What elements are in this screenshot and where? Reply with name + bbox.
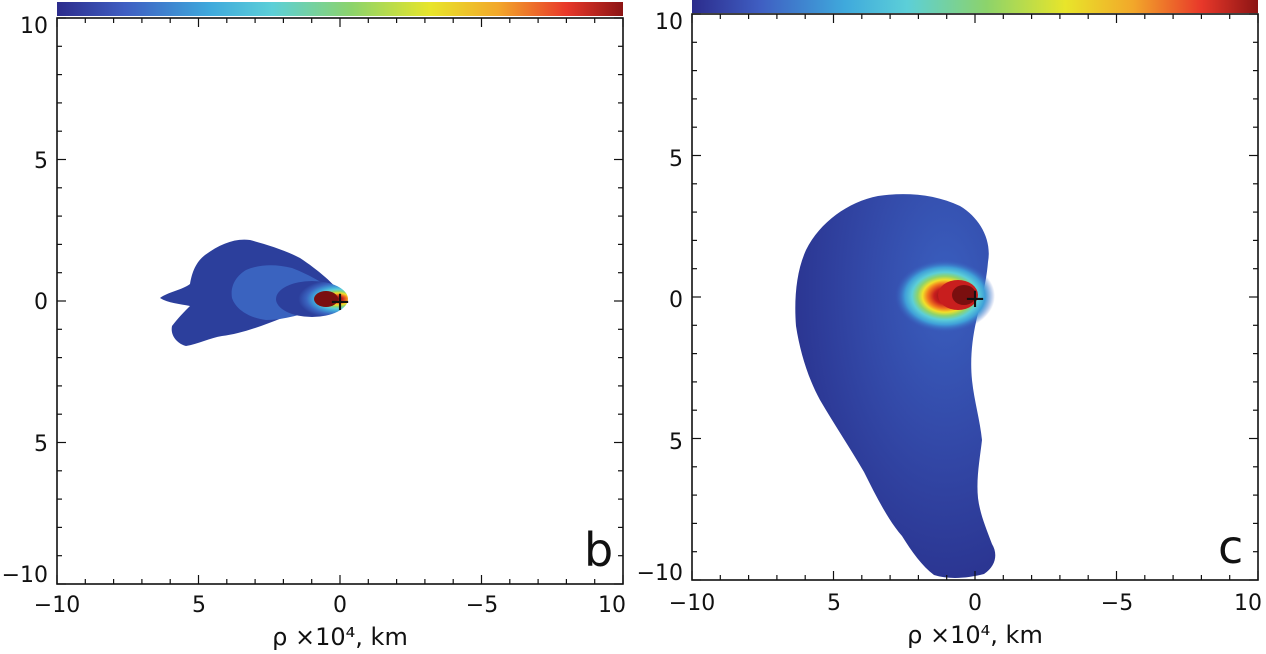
heatmap-plume bbox=[160, 239, 348, 346]
y-tick-label: −10 bbox=[637, 561, 683, 586]
x-tick-label: 5 bbox=[827, 591, 841, 616]
y-tick-label: 5 bbox=[34, 149, 48, 174]
x-tick-label: 10 bbox=[598, 593, 626, 618]
x-tick-label: −10 bbox=[34, 593, 80, 618]
x-tick-label: −5 bbox=[1101, 591, 1133, 616]
panel-label: b bbox=[584, 523, 613, 577]
y-tick-label: 5 bbox=[669, 430, 683, 455]
y-tick-label: 10 bbox=[655, 10, 683, 35]
y-tick-label: 10 bbox=[20, 14, 48, 39]
plume-core bbox=[276, 281, 348, 317]
nucleus-marker: + bbox=[329, 287, 351, 317]
x-tick-label: 5 bbox=[192, 593, 206, 618]
panel-b: + 10 5 0 5 −10 −10 5 0 −5 10 ρ ×10⁴, km … bbox=[2, 2, 626, 651]
colorbar bbox=[692, 0, 1258, 13]
colorbar bbox=[57, 2, 623, 16]
frame-ticks-b bbox=[56, 17, 624, 585]
x-axis-title: ρ ×10⁴, km bbox=[907, 621, 1043, 649]
plume-halo bbox=[795, 194, 996, 578]
nucleus-marker: + bbox=[964, 284, 986, 314]
y-tick-label: −10 bbox=[2, 563, 48, 588]
y-tick-label: 0 bbox=[34, 290, 48, 315]
x-tick-label: −10 bbox=[669, 591, 715, 616]
plume-nucleus bbox=[952, 285, 976, 305]
panel-label: c bbox=[1218, 520, 1243, 574]
y-tick-label: 5 bbox=[34, 432, 48, 457]
heatmap-plume bbox=[795, 194, 996, 578]
y-tick-label: 5 bbox=[669, 147, 683, 172]
x-tick-label: 10 bbox=[1234, 591, 1262, 616]
x-tick-label: 0 bbox=[333, 593, 347, 618]
y-tick-label: 0 bbox=[669, 288, 683, 313]
frame-ticks-c bbox=[691, 13, 1259, 581]
x-tick-label: −5 bbox=[466, 593, 498, 618]
x-axis-title: ρ ×10⁴, km bbox=[272, 623, 408, 651]
x-tick-label: 0 bbox=[968, 591, 982, 616]
plume-nucleus bbox=[314, 291, 338, 307]
panel-c: + 10 5 0 5 −10 −10 5 0 −5 10 ρ ×10⁴, km … bbox=[637, 0, 1262, 649]
